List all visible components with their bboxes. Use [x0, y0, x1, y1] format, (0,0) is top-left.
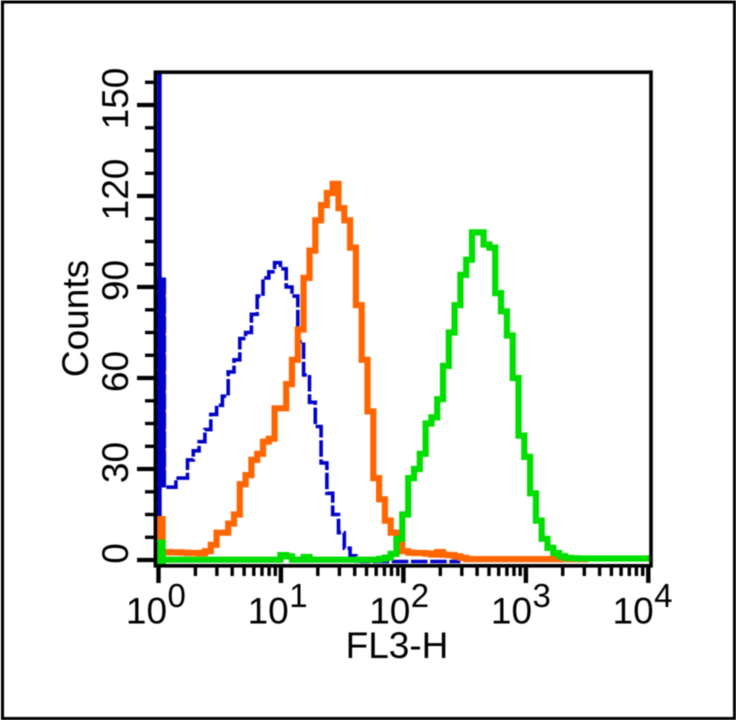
svg-text:0: 0: [95, 543, 136, 564]
svg-text:4: 4: [654, 577, 672, 614]
svg-text:0: 0: [168, 577, 186, 614]
svg-text:120: 120: [95, 159, 136, 221]
svg-text:60: 60: [95, 351, 136, 392]
svg-text:FL3-H: FL3-H: [346, 625, 449, 666]
svg-text:1: 1: [289, 577, 307, 614]
svg-text:2: 2: [411, 577, 429, 614]
svg-text:150: 150: [95, 68, 136, 130]
svg-text:10: 10: [613, 591, 654, 632]
svg-text:10: 10: [126, 591, 167, 632]
svg-text:10: 10: [248, 591, 289, 632]
svg-text:Counts: Counts: [55, 260, 96, 377]
svg-text:30: 30: [95, 442, 136, 483]
svg-text:10: 10: [369, 591, 410, 632]
svg-text:10: 10: [491, 591, 532, 632]
svg-text:3: 3: [533, 577, 551, 614]
svg-text:90: 90: [95, 260, 136, 301]
